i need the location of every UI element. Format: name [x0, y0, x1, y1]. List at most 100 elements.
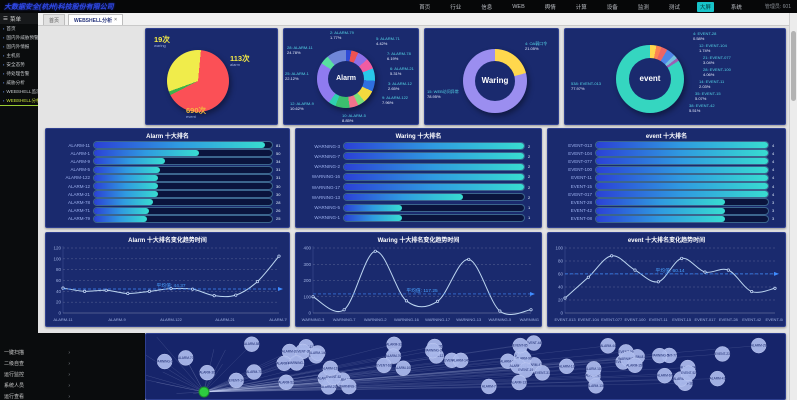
svg-text:0: 0: [58, 311, 61, 316]
bar-fill: [94, 142, 265, 149]
callout-name: 9: ALARM-122: [382, 95, 409, 100]
svg-text:WARNING-14: WARNING-14: [155, 360, 175, 364]
graph-node[interactable]: EVENT-23: [714, 346, 730, 362]
vertical-scrollbar[interactable]: [789, 13, 797, 400]
graph-node[interactable]: EVENT-44: [526, 335, 542, 351]
callout-percent: 0.58%: [693, 36, 705, 42]
nav-item-4[interactable]: 舆情: [544, 4, 556, 11]
graph-node[interactable]: EVENT-92: [680, 365, 696, 381]
nav-item-5[interactable]: 计算: [575, 4, 587, 11]
callout-name: 12: EVENT-104: [699, 43, 727, 48]
graph-node[interactable]: ALARM-145: [452, 352, 470, 369]
sidebar-item-5[interactable]: ▪ 待处理告警: [0, 69, 38, 78]
sidebar-item-8[interactable]: ▪ WEBSHELL分析: [0, 96, 38, 106]
sidebar-item-0[interactable]: ▪ 首页: [0, 24, 38, 33]
nav-item-0[interactable]: 首页: [419, 4, 431, 11]
graph-node[interactable]: ALARM-76: [386, 348, 402, 364]
bar-fill: [94, 207, 150, 214]
bar-row: WARNING-16 2: [300, 172, 537, 181]
graph-node[interactable]: WARNING-5: [651, 347, 669, 364]
graph-node[interactable]: ALARM-73: [246, 364, 262, 380]
bar-track: [595, 182, 769, 191]
submenu-item-3[interactable]: 系统人员 ›: [0, 380, 74, 391]
donut-hole: [328, 61, 364, 97]
bar-track: [93, 198, 273, 207]
bar-label: EVENT-100: [568, 167, 592, 173]
scrollbar-thumb[interactable]: [791, 31, 796, 101]
graph-node[interactable]: WARNING-2: [424, 342, 442, 359]
graph-node[interactable]: EVENT-14: [228, 372, 244, 389]
callout-percent: 78.95%: [427, 94, 441, 100]
bar-track: [595, 214, 769, 223]
callout-name: 21: EVENT-077: [703, 55, 731, 60]
bar-value: 3: [772, 199, 775, 205]
sidebar-menu-header[interactable]: ☰ 菜单: [0, 13, 38, 24]
callout-name: 28: ALARM-11: [287, 45, 313, 50]
nav-item-3[interactable]: WEB: [512, 3, 525, 10]
graph-node[interactable]: ALARM-131: [510, 374, 528, 391]
bar-row: ALARM-78 28: [50, 198, 285, 207]
graph-node[interactable]: EVENT-31: [534, 365, 550, 381]
graph-node[interactable]: WARNING-17: [339, 378, 359, 395]
nav-item-8[interactable]: 测试: [668, 4, 680, 11]
donut-callout: 28: EVENT-100 4.06%: [703, 67, 731, 77]
bar-label: ALARM-5: [70, 167, 90, 173]
graph-node[interactable]: WARNING-14: [155, 353, 175, 370]
nav-item-6[interactable]: 设备: [606, 4, 618, 11]
nav-item-7[interactable]: 监测: [637, 4, 649, 11]
sidebar-item-2[interactable]: ▪ 国内外情报: [0, 42, 38, 51]
graph-node[interactable]: ALARM-67: [657, 367, 673, 384]
graph-node[interactable]: WARNING-8: [288, 355, 306, 371]
graph-node[interactable]: ALARM-140: [309, 345, 327, 361]
graph-node[interactable]: ALARM-29: [751, 337, 767, 354]
bar-track: [595, 206, 769, 215]
graph-node[interactable]: ALARM-52: [278, 374, 294, 390]
graph-node[interactable]: ALARM-108: [395, 360, 413, 376]
graph-node[interactable]: EVENT-63: [376, 357, 392, 374]
sidebar-item-4[interactable]: ▪ 安全态势: [0, 60, 38, 69]
svg-text:WARNING-16: WARNING-16: [394, 317, 420, 322]
graph-node[interactable]: ALARM-150: [626, 357, 644, 373]
graph-node[interactable]: ALARM-44: [600, 338, 616, 354]
graph-node[interactable]: ALARM-41: [710, 370, 726, 387]
nav-item-9[interactable]: 大屏: [696, 1, 714, 12]
sidebar-item-7[interactable]: ▪ WEBSHELL监测: [0, 87, 38, 96]
bar-track: [93, 173, 273, 182]
tab-close-icon[interactable]: ×: [114, 17, 117, 23]
alarm-donut-panel: Alarm 2: ALARM-79 1.77% 5: ALARM-71 4.42% 7: …: [283, 28, 419, 125]
bar-row: EVENT-077 4: [552, 157, 781, 166]
graph-node[interactable]: ALARM-126: [322, 360, 340, 377]
sidebar-item-label: 国内外情报: [6, 43, 30, 49]
svg-text:40: 40: [56, 289, 62, 294]
graph-node[interactable]: EVENT-19: [518, 362, 533, 378]
nav-item-2[interactable]: 信息: [481, 4, 493, 11]
graph-node[interactable]: ALARM-36: [199, 364, 215, 381]
donut-callout: 12: ALARM-9 10.62%: [290, 101, 314, 111]
sidebar-item-1[interactable]: ▪ 国内外威胁预警: [0, 33, 38, 42]
submenu-item-1[interactable]: 二级自查 ›: [0, 358, 74, 369]
graph-node[interactable]: EVENT-85: [512, 337, 528, 354]
callout-name: 5: ALARM-71: [376, 36, 400, 41]
submenu-item-0[interactable]: 一键扫描 ›: [0, 347, 74, 358]
tab-1[interactable]: WEBSHELL分析 ×: [68, 14, 123, 25]
graph-node[interactable]: ALARM-103: [585, 361, 603, 377]
svg-text:60: 60: [56, 278, 62, 283]
svg-text:ALARM-126: ALARM-126: [322, 366, 340, 370]
graph-node[interactable]: ALARM-12: [559, 358, 575, 374]
donut-callout: 3: ALARM-12 2.65%: [388, 81, 412, 91]
graph-node[interactable]: ALARM-70: [178, 350, 194, 366]
graph-node[interactable]: ALARM-136: [587, 378, 605, 394]
nav-item-1[interactable]: 行业: [450, 4, 462, 11]
sidebar-item-3[interactable]: ▪ 主机房: [0, 51, 38, 60]
sidebar-item-6[interactable]: ▪ 威胁分析: [0, 78, 38, 87]
graph-node[interactable]: ALARM-58: [244, 336, 260, 352]
graph-source-node[interactable]: [198, 386, 210, 398]
nav-item-10[interactable]: 系统: [730, 4, 742, 11]
bar-label: ALARM-1: [70, 150, 90, 156]
bar-row: ALARM-21 30: [50, 190, 285, 199]
graph-node[interactable]: ALARM-7: [481, 378, 497, 395]
panel-title: event 十大排名: [645, 134, 688, 140]
submenu-item-2[interactable]: 运行监控 ›: [0, 369, 74, 380]
submenu-item-4[interactable]: 运行查看 ›: [0, 391, 74, 400]
tab-0[interactable]: 首页: [43, 14, 66, 25]
